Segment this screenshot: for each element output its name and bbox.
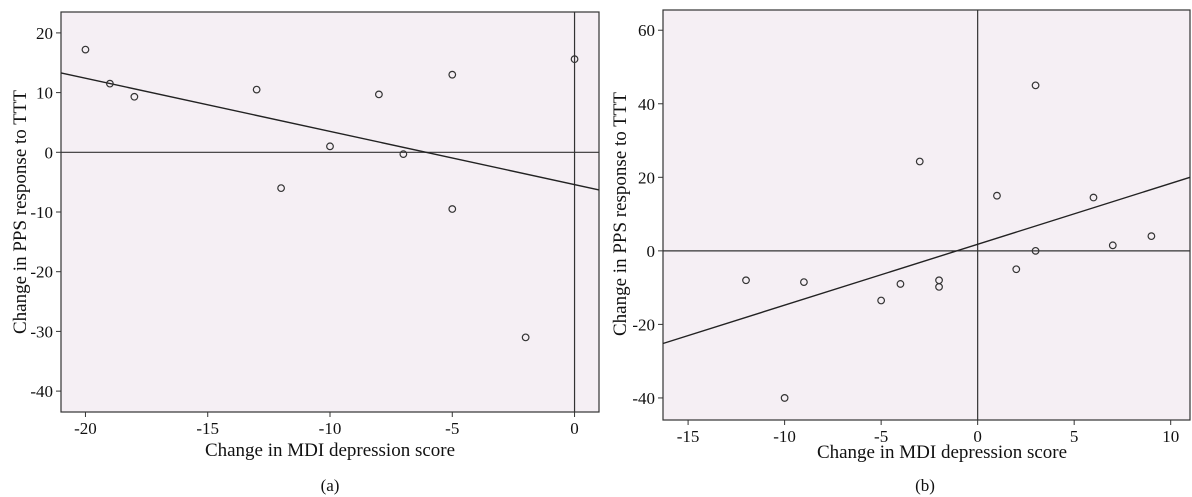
data-point-b [742, 276, 750, 285]
data-point-a [448, 70, 457, 79]
y-tick-label-a: 20 [36, 24, 53, 43]
data-point-b [935, 282, 943, 291]
y-axis-label-b: Change in PPS response to TTT [610, 92, 631, 336]
x-tick-label-a: -15 [196, 419, 219, 438]
fit-line-b [662, 176, 1191, 345]
y-axis-label-a: Change in PPS response to TTT [10, 90, 31, 334]
x-tick-label-b: -10 [773, 427, 796, 446]
y-tick-label-a: -30 [30, 322, 53, 341]
caption-a: (a) [321, 476, 340, 495]
x-axis-label-b: Change in MDI depression score [817, 442, 1067, 463]
data-point-a [570, 55, 579, 64]
x-tick-label-b: 0 [973, 427, 982, 446]
y-tick-label-a: -20 [30, 263, 53, 282]
data-point-b [877, 296, 886, 305]
data-point-a [252, 85, 261, 94]
caption-b: (b) [915, 476, 935, 495]
x-tick-label-b: 5 [1070, 427, 1079, 446]
marks-b: -15 -10 -5 0 5 10 60 40 20 0 -20 -40 [632, 10, 1191, 446]
y-tick-label-b: 40 [638, 95, 655, 114]
x-tick-label-a: 0 [570, 419, 579, 438]
y-tick-label-b: 0 [647, 242, 656, 261]
x-tick-label-b: -15 [677, 427, 700, 446]
y-tick-label-a: 10 [36, 84, 53, 103]
plot-area-b [662, 9, 1191, 421]
x-tick-label-b: -5 [874, 427, 888, 446]
data-point-b [780, 394, 789, 402]
y-tick-label-b: -20 [632, 315, 655, 334]
data-point-b [1108, 241, 1117, 250]
y-tick-label-b: 20 [638, 168, 655, 187]
data-point-b [800, 278, 808, 287]
data-point-a [399, 150, 408, 158]
y-tick-label-b: -40 [632, 389, 655, 408]
y-tick-label-b: 60 [638, 21, 655, 40]
y-tick-label-a: 0 [45, 143, 54, 162]
data-point-a [81, 45, 90, 54]
marks-a: -20 -15 -10 -5 0 20 10 0 -10 -20 -30 -40 [30, 12, 600, 438]
x-tick-label-a: -20 [74, 419, 97, 438]
x-tick-label-a: -5 [445, 419, 459, 438]
data-point-b [1089, 193, 1098, 202]
data-point-a [521, 333, 530, 342]
data-point-b [993, 191, 1001, 200]
y-tick-label-a: -10 [30, 203, 53, 222]
fit-line-a [60, 72, 600, 191]
data-point-b [1031, 81, 1040, 90]
panel-a: -20 -15 -10 -5 0 20 10 0 -10 -20 -30 -40 Change in … [10, 11, 600, 495]
data-point-b [1012, 265, 1021, 274]
y-tick-label-a: -40 [30, 382, 53, 401]
data-point-a [130, 92, 139, 101]
x-tick-label-b: 10 [1162, 427, 1179, 446]
data-point-b [1031, 246, 1040, 255]
data-point-a [106, 79, 114, 88]
data-point-b [915, 157, 924, 166]
data-point-b [1147, 232, 1156, 241]
data-point-a [326, 142, 334, 151]
data-point-a [375, 90, 383, 99]
x-axis-label-a: Change in MDI depression score [205, 440, 455, 461]
x-tick-label-a: -10 [319, 419, 342, 438]
plot-area-a [60, 11, 600, 413]
data-point-b [896, 280, 905, 288]
data-point-a [448, 205, 457, 213]
data-point-a [277, 184, 285, 193]
panel-b: -15 -10 -5 0 5 10 60 40 20 0 -20 -40 Change in MDI … [610, 9, 1191, 495]
